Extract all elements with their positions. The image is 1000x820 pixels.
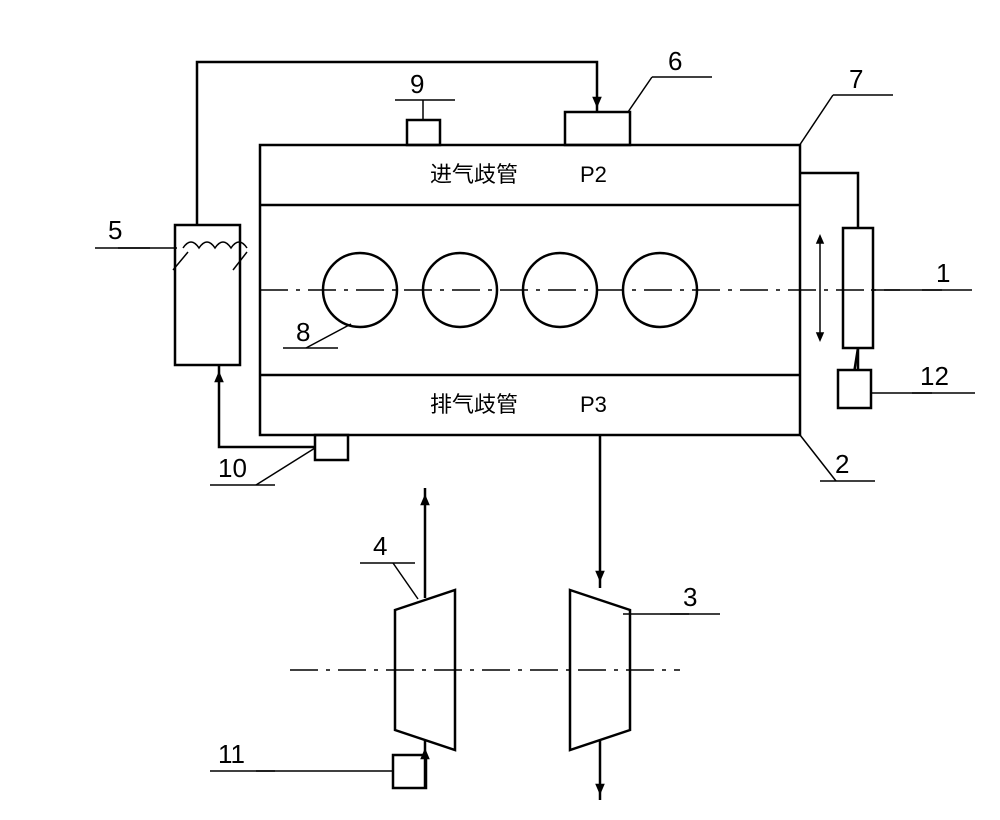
svg-text:4: 4 <box>373 531 387 561</box>
svg-text:3: 3 <box>683 582 697 612</box>
svg-text:11: 11 <box>218 739 245 769</box>
svg-text:10: 10 <box>218 453 247 483</box>
svg-text:12: 12 <box>920 361 949 391</box>
svg-text:9: 9 <box>410 69 424 99</box>
svg-text:5: 5 <box>108 215 122 245</box>
svg-text:P3: P3 <box>580 392 607 417</box>
svg-text:1: 1 <box>936 258 950 288</box>
svg-text:排气歧管: 排气歧管 <box>430 392 518 417</box>
svg-text:P2: P2 <box>580 162 607 187</box>
svg-text:7: 7 <box>849 64 863 94</box>
engine-turbo-schematic: 进气歧管 P2 排气歧管 P3 9 6 7 5 8 1 12 2 10 4 3 11 <box>0 0 1000 820</box>
svg-text:进气歧管: 进气歧管 <box>430 162 518 187</box>
svg-text:6: 6 <box>668 46 682 76</box>
svg-text:2: 2 <box>835 449 849 479</box>
svg-text:8: 8 <box>296 317 310 347</box>
